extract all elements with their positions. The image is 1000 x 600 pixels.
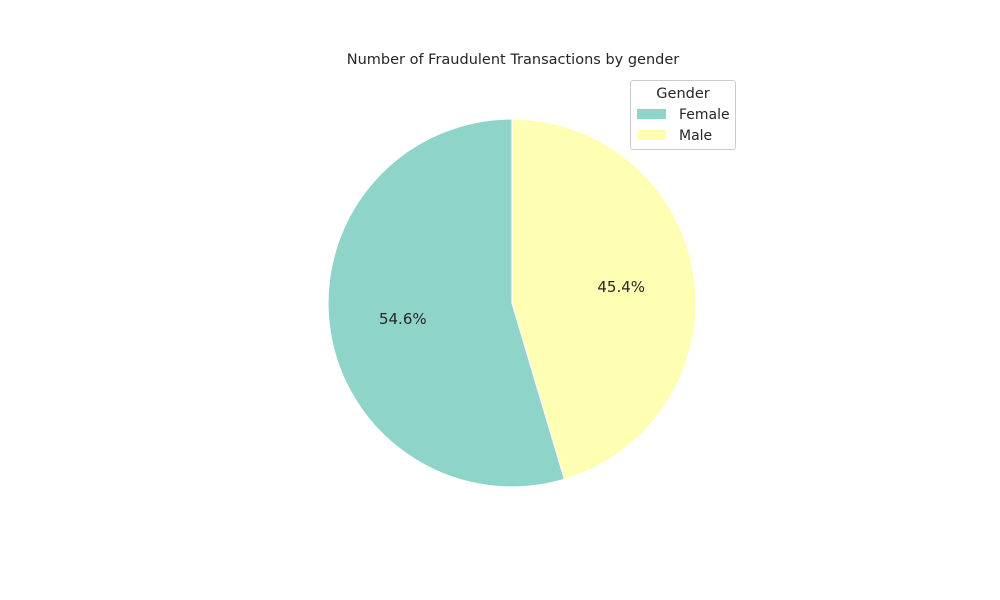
pie-slice-female — [327, 118, 566, 488]
legend-title: Gender — [656, 86, 709, 102]
pct-label-female: 54.6% — [379, 310, 427, 328]
legend-label-male: Male — [679, 128, 712, 144]
pie-percent-labels: 45.4% 54.6% — [379, 278, 645, 328]
legend-swatch-male — [637, 130, 666, 140]
legend-swatch-female — [637, 109, 666, 119]
legend: Gender Female Male — [630, 80, 736, 150]
pie-slices — [327, 118, 697, 488]
chart-title: Number of Fraudulent Transactions by gen… — [347, 52, 680, 68]
legend-label-female: Female — [679, 107, 730, 123]
pie-slice-male — [511, 118, 697, 481]
pct-label-male: 45.4% — [597, 278, 645, 296]
